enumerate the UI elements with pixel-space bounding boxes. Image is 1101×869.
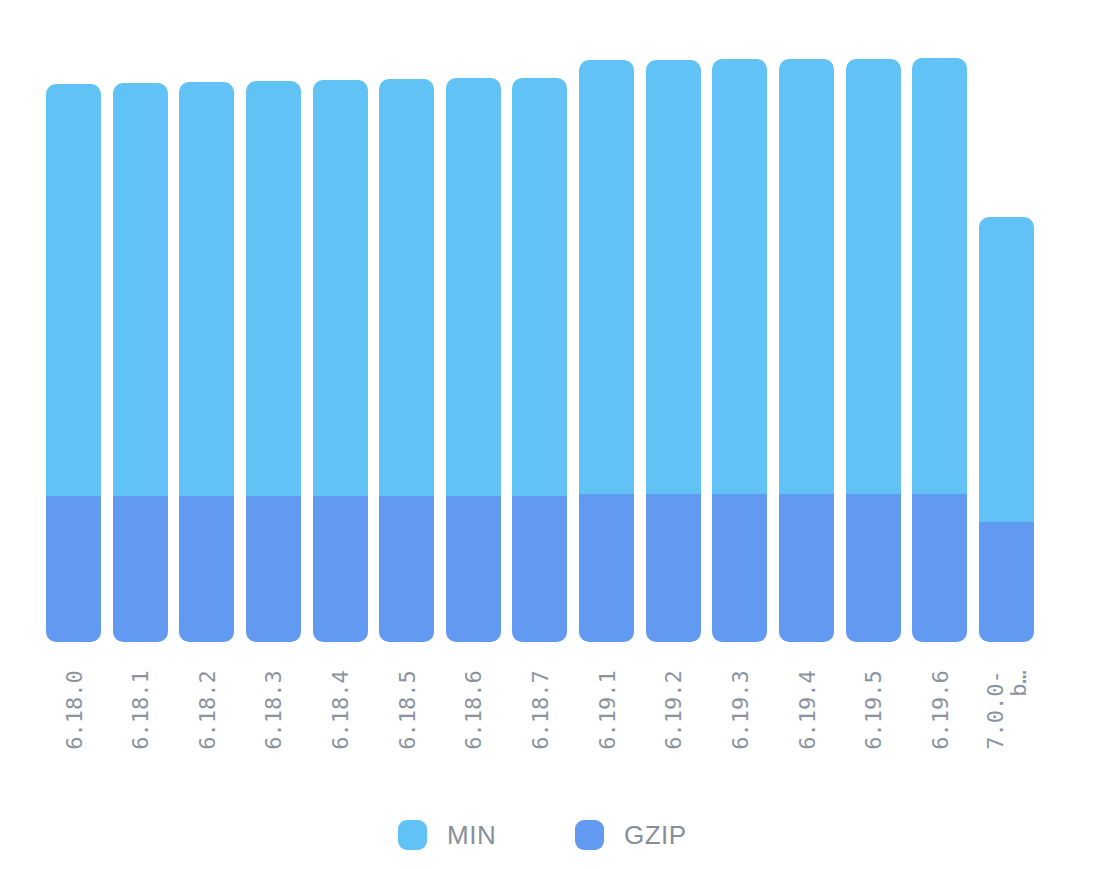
bar-segment-min[interactable] xyxy=(246,81,301,496)
bar-segment-gzip[interactable] xyxy=(846,494,901,642)
bar-segment-min[interactable] xyxy=(979,217,1034,522)
bar-segment-min[interactable] xyxy=(179,82,234,496)
bar-segment-min[interactable] xyxy=(846,59,901,494)
bar-6.18.4[interactable] xyxy=(313,80,368,642)
x-tick-label: 6.18.5 xyxy=(395,670,418,749)
bar-segment-gzip[interactable] xyxy=(512,496,567,642)
bar-segment-min[interactable] xyxy=(712,59,767,494)
x-tick-label: 6.18.6 xyxy=(462,670,485,749)
bar-6.18.3[interactable] xyxy=(246,81,301,642)
bar-segment-gzip[interactable] xyxy=(779,494,834,642)
bar-6.19.1[interactable] xyxy=(579,60,634,642)
bar-segment-min[interactable] xyxy=(579,60,634,494)
x-tick-label: 6.18.7 xyxy=(529,670,552,749)
bar-segment-gzip[interactable] xyxy=(113,496,168,642)
x-tick-label: 6.18.2 xyxy=(195,670,218,749)
x-tick-label: 6.19.6 xyxy=(928,670,951,749)
bar-segment-min[interactable] xyxy=(912,58,967,494)
bar-segment-min[interactable] xyxy=(113,83,168,496)
bar-6.19.4[interactable] xyxy=(779,59,834,642)
x-tick-label: 6.19.3 xyxy=(728,670,751,749)
legend-label-gzip: GZIP xyxy=(624,820,687,851)
bar-segment-gzip[interactable] xyxy=(646,494,701,642)
bar-segment-min[interactable] xyxy=(646,60,701,494)
bar-segment-min[interactable] xyxy=(779,59,834,494)
x-tick-label: 6.18.4 xyxy=(329,670,352,749)
gzip-swatch-icon xyxy=(575,820,604,850)
bar-segment-gzip[interactable] xyxy=(912,494,967,642)
bar-6.18.7[interactable] xyxy=(512,78,567,642)
x-tick-label: 6.18.0 xyxy=(62,670,85,749)
min-swatch-icon xyxy=(398,820,427,850)
bar-segment-min[interactable] xyxy=(512,78,567,496)
bar-segment-min[interactable] xyxy=(379,79,434,496)
bar-6.19.3[interactable] xyxy=(712,59,767,642)
bar-segment-gzip[interactable] xyxy=(379,496,434,642)
bar-6.18.1[interactable] xyxy=(113,83,168,642)
bar-6.19.2[interactable] xyxy=(646,60,701,642)
bar-6.18.6[interactable] xyxy=(446,78,501,642)
bar-7.0.0-b…[interactable] xyxy=(979,217,1034,642)
bar-segment-gzip[interactable] xyxy=(579,494,634,642)
plot-area xyxy=(46,0,1034,642)
bar-segment-gzip[interactable] xyxy=(313,496,368,642)
bar-segment-gzip[interactable] xyxy=(446,496,501,642)
bar-segment-gzip[interactable] xyxy=(246,496,301,642)
x-tick-label: 6.19.5 xyxy=(862,670,885,749)
legend: MIN GZIP xyxy=(0,819,1101,851)
x-tick-label: 7.0.0- b… xyxy=(984,670,1030,749)
bar-segment-min[interactable] xyxy=(313,80,368,496)
bar-segment-gzip[interactable] xyxy=(46,496,101,642)
x-tick-label: 6.19.2 xyxy=(662,670,685,749)
bar-6.18.0[interactable] xyxy=(46,84,101,642)
x-tick-label: 6.19.4 xyxy=(795,670,818,749)
bar-chart: 6.18.0 6.18.1 6.18.2 6.18.3 6.18.4 6.18.5 6.18… xyxy=(0,0,1101,869)
bar-6.18.2[interactable] xyxy=(179,82,234,642)
bar-6.19.6[interactable] xyxy=(912,58,967,642)
bar-segment-min[interactable] xyxy=(46,84,101,496)
bar-segment-min[interactable] xyxy=(446,78,501,496)
legend-label-min: MIN xyxy=(447,820,496,851)
bar-segment-gzip[interactable] xyxy=(179,496,234,642)
bar-6.18.5[interactable] xyxy=(379,79,434,642)
bar-6.19.5[interactable] xyxy=(846,59,901,642)
bar-segment-gzip[interactable] xyxy=(712,494,767,642)
x-tick-label: 6.19.1 xyxy=(595,670,618,749)
x-tick-label: 6.18.1 xyxy=(129,670,152,749)
bar-segment-gzip[interactable] xyxy=(979,522,1034,642)
legend-item-gzip[interactable]: GZIP xyxy=(575,819,687,851)
legend-item-min[interactable]: MIN xyxy=(398,819,496,851)
x-tick-label: 6.18.3 xyxy=(262,670,285,749)
